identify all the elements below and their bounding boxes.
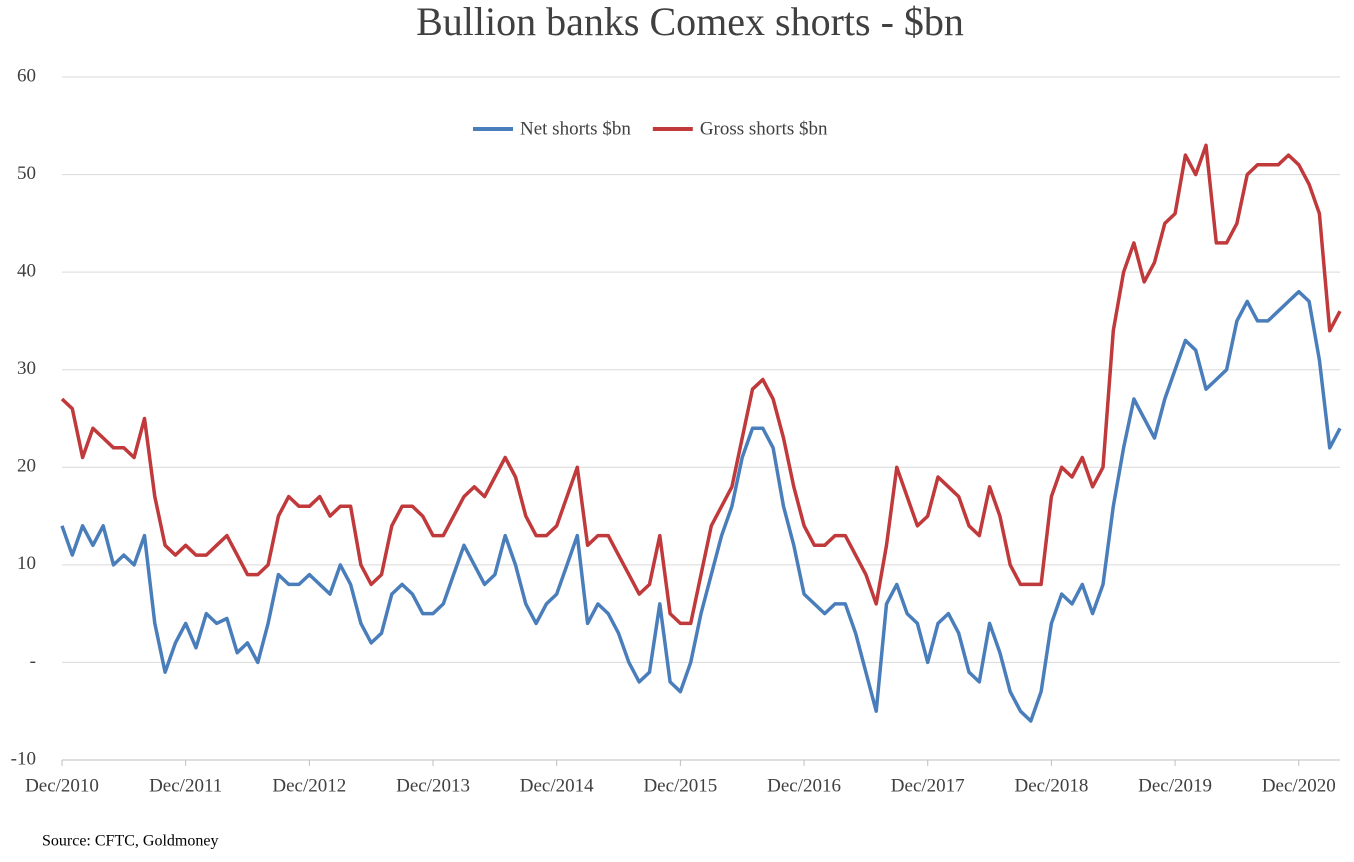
x-tick-label: Dec/2017: [891, 775, 965, 796]
x-tick-label: Dec/2013: [396, 775, 470, 796]
x-tick-label: Dec/2015: [643, 775, 717, 796]
chart-title: Bullion banks Comex shorts - $bn: [416, 0, 964, 44]
x-tick-label: Dec/2010: [25, 775, 99, 796]
y-tick-label: 60: [17, 65, 36, 86]
x-tick-label: Dec/2011: [149, 775, 222, 796]
y-tick-label: 40: [17, 261, 36, 282]
series-line: [60, 289, 1342, 723]
y-tick-label: 30: [17, 358, 36, 379]
y-tick-label: -: [30, 651, 36, 672]
x-tick-label: Dec/2018: [1014, 775, 1088, 796]
x-tick-label: Dec/2019: [1138, 775, 1212, 796]
x-tick-label: Dec/2012: [272, 775, 346, 796]
legend-label: Net shorts $bn: [520, 118, 631, 139]
y-tick-label: 10: [17, 553, 36, 574]
y-tick-label: 20: [17, 456, 36, 477]
series-line: [60, 143, 1342, 626]
source-note: Source: CFTC, Goldmoney: [42, 833, 218, 850]
y-tick-label: -10: [11, 748, 36, 769]
x-tick-label: Dec/2014: [520, 775, 594, 796]
x-tick-label: Dec/2020: [1262, 775, 1336, 796]
x-tick-label: Dec/2016: [767, 775, 841, 796]
legend-label: Gross shorts $bn: [700, 118, 828, 139]
y-tick-label: 50: [17, 163, 36, 184]
